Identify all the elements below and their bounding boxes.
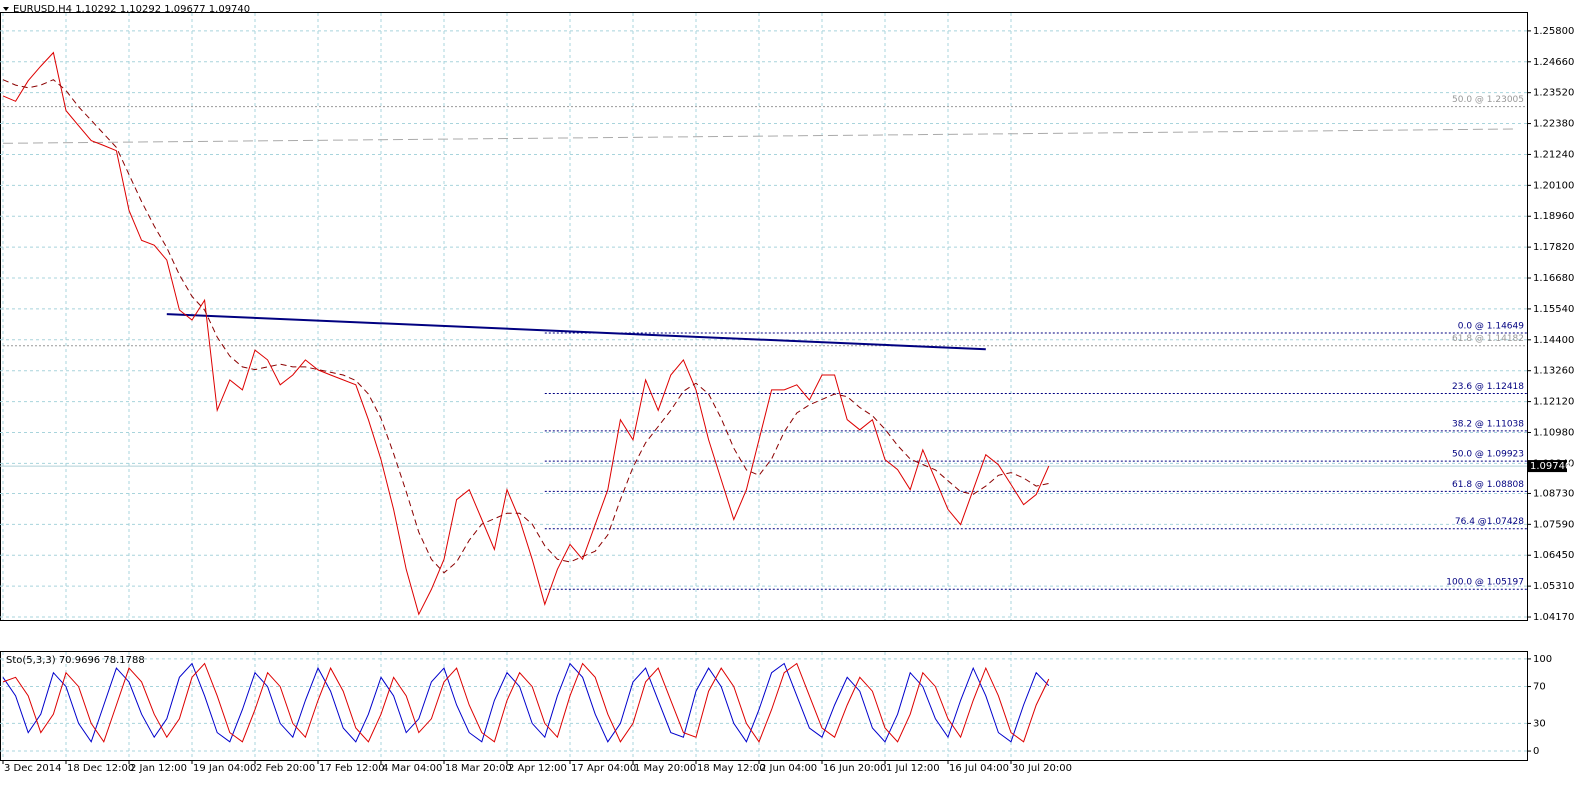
fib-level-label: 38.2 @ 1.11038	[1452, 419, 1524, 429]
y-tick-label: 1.12120	[1533, 397, 1574, 408]
y-tick-label: 1.20100	[1533, 180, 1574, 191]
x-tick-label: 30 Jul 20:00	[1012, 763, 1072, 774]
x-tick-label: 2 Apr 12:00	[508, 763, 567, 774]
y-tick-label: 100	[1533, 654, 1552, 665]
x-tick-label: 16 Jun 20:00	[823, 763, 887, 774]
x-tick-label: 17 Apr 04:00	[571, 763, 636, 774]
x-tick-label: 2 Jun 04:00	[760, 763, 817, 774]
oscillator-title: Sto(5,3,3) 70.9696 78.1788	[6, 655, 145, 666]
y-tick-label: 1.13260	[1533, 366, 1574, 377]
series-line	[2, 51, 1050, 616]
x-tick-label: 18 May 12:00	[697, 763, 766, 774]
fib-level-label: 100.0 @ 1.05197	[1446, 578, 1524, 588]
y-tick-label: 1.14400	[1533, 335, 1574, 346]
y-tick-label: 1.23520	[1533, 88, 1574, 99]
plot-layer: 1.25800 1.24660 1.23520 1.22380 1.21240 1.201…	[0, 13, 1574, 774]
y-tick-label: 30	[1533, 718, 1546, 729]
y-tick-label: 1.22380	[1533, 119, 1574, 130]
y-tick-label: 1.21240	[1533, 149, 1574, 160]
fib-level-label: 61.8 @ 1.14182	[1452, 334, 1524, 344]
fib-level-label: 50.0 @ 1.09923	[1452, 450, 1524, 460]
x-tick-label: 2 Feb 20:00	[256, 763, 315, 774]
trend-line	[2, 128, 1516, 144]
price-panel	[0, 12, 1528, 621]
fib-level-label: 0.0 @ 1.14649	[1458, 322, 1525, 332]
chart-title: EURUSD,H4 1.10292 1.10292 1.09677 1.0974…	[13, 4, 250, 15]
y-tick-label: 1.07590	[1533, 519, 1574, 530]
y-tick-label: 1.05310	[1533, 581, 1574, 592]
oscillator-panel	[0, 651, 1528, 761]
x-tick-label: 16 Jul 04:00	[949, 763, 1009, 774]
series-line	[2, 662, 1050, 743]
y-tick-label: 70	[1533, 682, 1546, 693]
y-tick-label: 1.24660	[1533, 57, 1574, 68]
y-tick-label: 0	[1533, 746, 1539, 757]
y-tick-label: 1.17820	[1533, 242, 1574, 253]
x-tick-label: 2 Jan 12:00	[130, 763, 187, 774]
y-tick-label: 1.08730	[1533, 488, 1574, 499]
y-tick-label: 1.16680	[1533, 273, 1574, 284]
series-line	[2, 662, 1050, 743]
y-tick-label: 1.18960	[1533, 211, 1574, 222]
current-price-box	[1527, 460, 1567, 473]
current-price-label: 1.09740	[1530, 461, 1571, 472]
fib-level-label: 61.8 @ 1.08808	[1452, 480, 1524, 490]
y-tick-label: 1.25800	[1533, 26, 1574, 37]
y-tick-label: 1.15540	[1533, 304, 1574, 315]
trend-line	[166, 313, 986, 351]
x-tick-label: 4 Mar 04:00	[382, 763, 442, 774]
series-line	[2, 79, 1049, 574]
fib-level-label: 50.0 @ 1.23005	[1452, 95, 1524, 105]
x-tick-label: 3 Dec 2014	[4, 763, 62, 774]
fib-level-label: 76.4 @1.07428	[1455, 517, 1524, 527]
collapse-icon	[3, 7, 9, 11]
y-tick-label: 1.06450	[1533, 550, 1574, 561]
x-tick-label: 19 Jan 04:00	[193, 763, 256, 774]
x-tick-label: 1 Jul 12:00	[886, 763, 940, 774]
y-tick-label: 1.10980	[1533, 427, 1574, 438]
x-tick-label: 1 May 20:00	[634, 763, 696, 774]
x-tick-label: 18 Mar 20:00	[445, 763, 512, 774]
x-tick-label: 18 Dec 12:00	[67, 763, 134, 774]
x-tick-label: 17 Feb 12:00	[319, 763, 385, 774]
y-tick-label: 1.04170	[1533, 612, 1574, 623]
fib-level-label: 23.6 @ 1.12418	[1452, 382, 1524, 392]
